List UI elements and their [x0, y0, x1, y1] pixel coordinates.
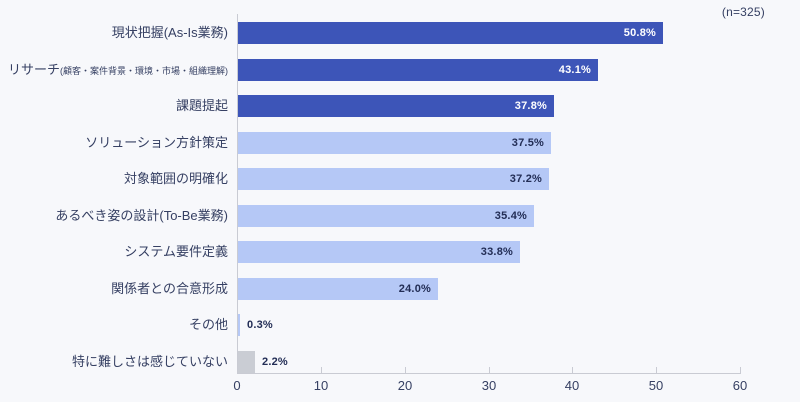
- category-label: その他: [188, 317, 228, 332]
- chart-row: 対象範囲の明確化 37.2%: [0, 168, 800, 190]
- tick-mark: [740, 367, 741, 373]
- chart-row: システム要件定義 33.8%: [0, 241, 800, 263]
- tick-label: 30: [481, 378, 497, 393]
- chart-row: 課題提起 37.8%: [0, 95, 800, 117]
- category-label: ソリューション方針策定: [85, 135, 228, 150]
- bar: 50.8%: [237, 22, 663, 44]
- chart-row: あるべき姿の設計(To-Be業務) 35.4%: [0, 205, 800, 227]
- y-axis-line: [237, 14, 238, 373]
- bar: 37.8%: [237, 95, 554, 117]
- category-label: 関係者との合意形成: [111, 281, 228, 296]
- tick-label: 10: [313, 378, 329, 393]
- category-label: 特に難しさは感じていない: [71, 354, 228, 369]
- tick-label: 0: [233, 378, 241, 393]
- x-axis-line: [237, 373, 741, 374]
- category-label: あるべき姿の設計(To-Be業務): [55, 208, 228, 223]
- category-label: リサーチ(顧客・案件背景・環境・市場・組織理解): [7, 62, 228, 77]
- sample-size-note: (n=325): [721, 5, 765, 19]
- tick-label: 50: [648, 378, 664, 393]
- bar: 37.5%: [237, 132, 551, 154]
- category-label: システム要件定義: [124, 244, 228, 259]
- bar: 43.1%: [237, 59, 598, 81]
- tick-mark: [321, 367, 322, 373]
- bar: 35.4%: [237, 205, 534, 227]
- chart-row: リサーチ(顧客・案件背景・環境・市場・組織理解) 43.1%: [0, 59, 800, 81]
- category-label: 現状把握(As-Is業務): [111, 25, 228, 40]
- value-label: 37.8%: [514, 100, 547, 112]
- bar: [237, 314, 240, 336]
- value-label: 50.8%: [623, 27, 656, 39]
- chart-row: ソリューション方針策定 37.5%: [0, 132, 800, 154]
- category-label: 対象範囲の明確化: [123, 171, 228, 186]
- value-label: 37.2%: [509, 173, 542, 185]
- value-label: 43.1%: [558, 64, 591, 76]
- chart-row: 特に難しさは感じていない 2.2%: [0, 351, 800, 373]
- value-label: 2.2%: [262, 356, 288, 368]
- category-label-sub: (顧客・案件背景・環境・市場・組織理解): [60, 66, 228, 76]
- chart-row: 関係者との合意形成 24.0%: [0, 278, 800, 300]
- tick-mark: [405, 367, 406, 373]
- value-label: 33.8%: [480, 246, 513, 258]
- tick-label: 40: [564, 378, 580, 393]
- tick-mark: [572, 367, 573, 373]
- tick-label: 20: [397, 378, 413, 393]
- tick-mark: [656, 367, 657, 373]
- bar: 33.8%: [237, 241, 520, 263]
- value-label: 24.0%: [398, 283, 431, 295]
- value-label: 35.4%: [494, 210, 527, 222]
- bar: 24.0%: [237, 278, 438, 300]
- tick-label: 60: [732, 378, 748, 393]
- value-label: 0.3%: [247, 319, 273, 331]
- chart-row: その他 0.3%: [0, 314, 800, 336]
- chart-row: 現状把握(As-Is業務) 50.8%: [0, 22, 800, 44]
- tick-mark: [489, 367, 490, 373]
- bar: [237, 351, 255, 373]
- bar: 37.2%: [237, 168, 549, 190]
- value-label: 37.5%: [511, 137, 544, 149]
- category-label: 課題提起: [175, 98, 228, 113]
